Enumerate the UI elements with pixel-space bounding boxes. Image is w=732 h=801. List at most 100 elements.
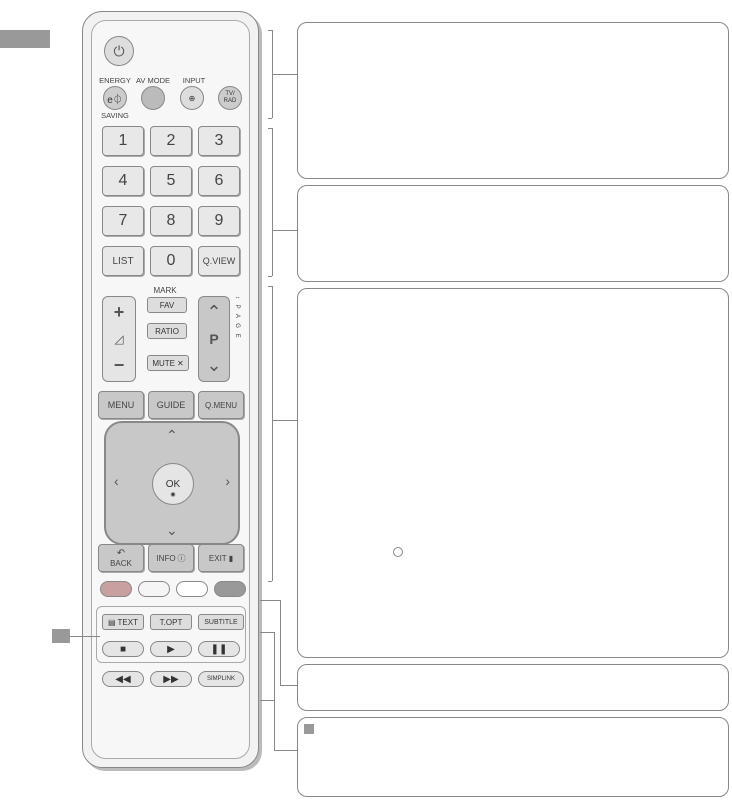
leader-3-top <box>268 286 272 287</box>
leader-5c <box>260 700 274 701</box>
leader-3-bot <box>268 581 272 582</box>
avmode-button[interactable] <box>141 86 165 110</box>
energy-saving-button[interactable]: e⏀ <box>103 86 127 110</box>
remote-inner: ENERGY SAVING AV MODE INPUT e⏀ ⊕ TV/ RAD… <box>91 20 250 759</box>
leader-1-bot <box>268 118 272 119</box>
forward-icon: ▶▶ <box>163 674 178 685</box>
numkey-2[interactable]: 2 <box>150 126 192 156</box>
dpad-down-icon: ⌄ <box>166 522 178 539</box>
back-icon: ↶ <box>117 548 125 559</box>
remote-body: ENERGY SAVING AV MODE INPUT e⏀ ⊕ TV/ RAD… <box>82 11 259 768</box>
numkey-5[interactable]: 5 <box>150 166 192 196</box>
leader-4b <box>280 600 281 685</box>
callout-5-marker <box>304 724 314 734</box>
leader-5b <box>274 632 275 750</box>
stop-icon: ■ <box>120 644 126 655</box>
numkey-1[interactable]: 1 <box>102 126 144 156</box>
qview-button[interactable]: Q.VIEW <box>198 246 240 276</box>
page-label: ↕ P A G E <box>232 296 240 340</box>
forward-button[interactable]: ▶▶ <box>150 671 192 687</box>
rewind-button[interactable]: ◀◀ <box>102 671 144 687</box>
yellow-button[interactable] <box>176 581 208 597</box>
volume-rocker[interactable]: + ◿ − <box>102 296 136 382</box>
fav-button[interactable]: FAV <box>147 297 187 313</box>
exit-icon: ▮ <box>229 554 233 563</box>
info-label: INFO <box>156 554 175 563</box>
dpad-left-icon: ‹ <box>114 473 119 489</box>
volume-down-icon: − <box>114 355 125 376</box>
input-label: INPUT <box>177 76 211 85</box>
leader-3-bracket <box>272 286 273 581</box>
numkey-4[interactable]: 4 <box>102 166 144 196</box>
simplink-button[interactable]: SIMPLINK <box>198 671 244 687</box>
input-button[interactable]: ⊕ <box>180 86 204 110</box>
input-icon: ⊕ <box>189 94 196 103</box>
info-icon: ⓘ <box>178 553 186 564</box>
ok-button[interactable]: OK ◉ <box>152 463 194 505</box>
play-button[interactable]: ▶ <box>150 641 192 657</box>
blue-button[interactable] <box>214 581 246 597</box>
rewind-icon: ◀◀ <box>115 674 130 685</box>
numkey-9[interactable]: 9 <box>198 206 240 236</box>
side-tab <box>0 30 50 48</box>
mute-icon: ✕ <box>177 359 184 368</box>
numkey-6[interactable]: 6 <box>198 166 240 196</box>
ok-label: OK <box>166 479 180 490</box>
pause-icon: ❚❚ <box>211 644 228 655</box>
back-button[interactable]: ↶ BACK <box>98 544 144 572</box>
subtitle-button[interactable]: SUBTITLE <box>198 614 244 630</box>
eco-icon: e⏀ <box>107 91 123 106</box>
callout-4 <box>297 664 729 711</box>
leader-2-bot <box>268 276 272 277</box>
green-button[interactable] <box>138 581 170 597</box>
topt-button[interactable]: T.OPT <box>150 614 192 630</box>
text-label: TEXT <box>118 618 138 627</box>
exit-label: EXIT <box>209 554 227 563</box>
dpad-right-icon: › <box>225 473 230 489</box>
qmenu-button[interactable]: Q.MENU <box>198 391 244 419</box>
callout-5 <box>297 717 729 797</box>
red-button[interactable] <box>100 581 132 597</box>
page-root: ENERGY SAVING AV MODE INPUT e⏀ ⊕ TV/ RAD… <box>0 0 732 801</box>
dpad-up-icon: ⌃ <box>166 427 178 444</box>
play-icon: ▶ <box>167 644 175 655</box>
power-button[interactable] <box>104 36 134 66</box>
channel-rocker[interactable]: ⌃ P ⌄ <box>198 296 230 382</box>
tvrad-label: TV/ RAD <box>224 91 237 105</box>
leader-1 <box>272 74 297 75</box>
channel-up-icon: ⌃ <box>206 302 221 323</box>
exit-button[interactable]: EXIT ▮ <box>198 544 244 572</box>
ratio-button[interactable]: RATIO <box>147 323 187 339</box>
energy-label: ENERGY <box>97 76 133 85</box>
pause-button[interactable]: ❚❚ <box>198 641 240 657</box>
stop-button[interactable]: ■ <box>102 641 144 657</box>
list-button[interactable]: LIST <box>102 246 144 276</box>
leader-4a <box>260 600 280 601</box>
leader-3 <box>272 420 297 421</box>
numkey-3[interactable]: 3 <box>198 126 240 156</box>
volume-up-icon: + <box>114 302 125 323</box>
text-button[interactable]: ▤ TEXT <box>102 614 144 630</box>
numkey-8[interactable]: 8 <box>150 206 192 236</box>
leader-5a <box>260 632 274 633</box>
callout-2 <box>297 185 729 282</box>
leader-4c <box>280 685 297 686</box>
saving-label: SAVING <box>97 111 133 120</box>
numkey-0[interactable]: 0 <box>150 246 192 276</box>
leader-5d <box>274 750 297 751</box>
side-tab-2 <box>52 629 70 643</box>
dpad[interactable]: ⌃ ⌄ ‹ › OK ◉ <box>104 421 240 545</box>
numkey-7[interactable]: 7 <box>102 206 144 236</box>
info-button[interactable]: INFO ⓘ <box>148 544 194 572</box>
callout-3-circle <box>393 547 403 557</box>
leader-left <box>70 636 100 637</box>
ok-dot-icon: ◉ <box>170 491 175 498</box>
menu-button[interactable]: MENU <box>98 391 144 419</box>
back-label: BACK <box>110 559 132 568</box>
tvrad-button[interactable]: TV/ RAD <box>218 86 242 110</box>
p-label: P <box>209 331 218 347</box>
leader-1-top <box>268 30 272 31</box>
guide-button[interactable]: GUIDE <box>148 391 194 419</box>
mute-button[interactable]: MUTE ✕ <box>147 355 189 371</box>
volume-icon: ◿ <box>114 332 123 346</box>
